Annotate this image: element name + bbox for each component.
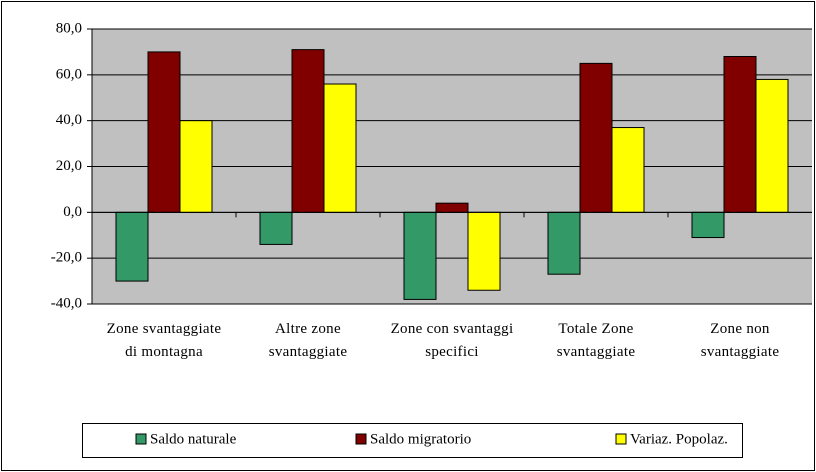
x-tick-label: Totale Zone svantaggiate (556, 321, 636, 360)
x-tick-label: Zone svantaggiate di montagna (106, 321, 222, 360)
bar (403, 211, 437, 300)
x-tick-label: Altre zone svantaggiate (268, 321, 348, 360)
legend-label: Saldo migratorio (370, 431, 471, 447)
legend-label: Variaz. Popolaz. (630, 431, 728, 447)
legend-swatch (135, 433, 147, 445)
y-tick-label: 60,0 (56, 66, 82, 82)
y-tick-label: 20,0 (56, 158, 82, 174)
y-tick-label: 80,0 (56, 20, 82, 36)
y-tick-label: -40,0 (51, 295, 82, 311)
bar (691, 211, 725, 239)
legend-swatch (355, 433, 367, 445)
bar (579, 62, 613, 213)
bar (179, 120, 213, 213)
bar (323, 83, 357, 213)
bar (755, 78, 789, 213)
x-tick-label: Zone con svantaggi specifici (390, 321, 514, 360)
bar (147, 51, 181, 213)
y-tick-label: 40,0 (56, 112, 82, 128)
legend-label: Saldo naturale (150, 431, 237, 447)
legend-box (82, 423, 743, 458)
bar (547, 211, 581, 275)
bar (115, 211, 149, 282)
bar (291, 49, 325, 213)
legend-swatch (615, 433, 627, 445)
bar (611, 127, 645, 213)
y-tick-label: 0,0 (63, 204, 82, 220)
bar (467, 211, 501, 291)
bar (259, 211, 293, 245)
bar (723, 56, 757, 213)
x-tick-label: Zone non svantaggiate (700, 321, 780, 360)
y-tick-label: -20,0 (51, 250, 82, 266)
bar (435, 202, 469, 213)
